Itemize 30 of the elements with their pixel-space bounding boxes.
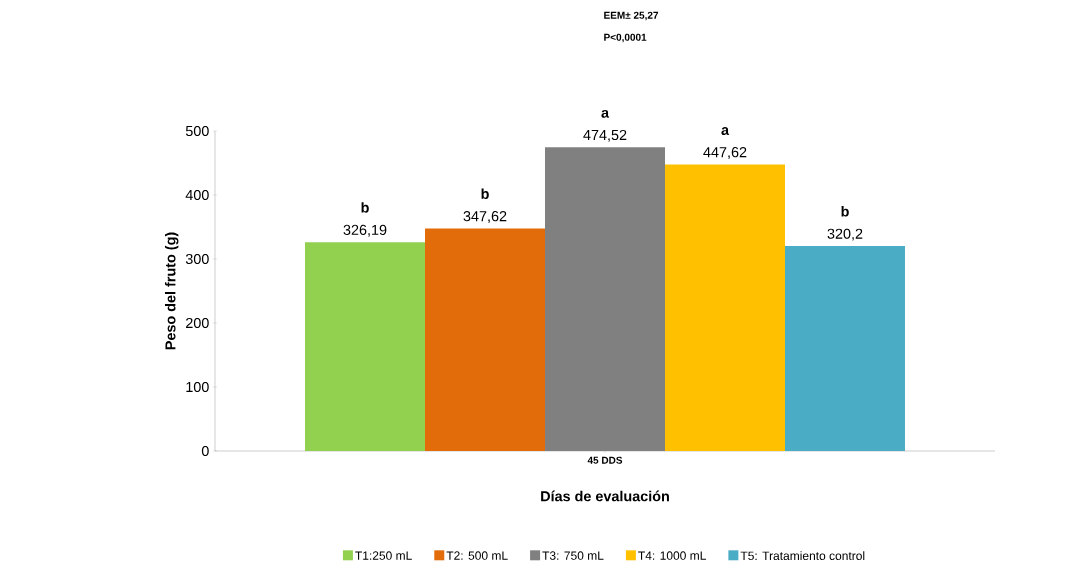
text: EEM± 25,27 xyxy=(604,11,659,21)
annotation: b xyxy=(841,205,849,217)
data-label: 474,52 xyxy=(583,129,627,142)
data-label: 320,2 xyxy=(827,228,863,241)
legend-label: T3: 750 mL xyxy=(542,551,604,560)
annotation: b xyxy=(361,202,369,213)
legend-label: T4: 1000 mL xyxy=(638,551,706,560)
bar xyxy=(305,242,426,451)
text: P<0,0001 xyxy=(604,33,647,43)
y-tick-label: 100 xyxy=(186,381,209,393)
data-label: 347,62 xyxy=(463,211,507,223)
y-tick-label: 500 xyxy=(185,125,209,137)
y-tick-label: 200 xyxy=(186,317,209,329)
y-tick-label: 0 xyxy=(201,445,209,457)
y-tick-label: 400 xyxy=(185,189,209,201)
annotation: b xyxy=(481,188,489,199)
x-axis-title: Días de evaluación xyxy=(541,490,669,502)
bar xyxy=(425,228,545,451)
bar xyxy=(785,246,906,451)
text: a xyxy=(601,109,610,118)
legend-label: T5: Tratamiento control xyxy=(740,551,865,561)
x-tick-label: 45 DDS xyxy=(587,456,623,464)
y-tick-label: 300 xyxy=(185,253,209,265)
data-label: 326,19 xyxy=(343,224,387,237)
bar xyxy=(665,164,786,451)
data-label: 447,62 xyxy=(703,147,747,159)
y-axis-title: Peso del fruto (g) xyxy=(164,232,179,350)
legend-label: T1:250 mL xyxy=(355,551,412,560)
legend-label: T2: 500 mL xyxy=(446,551,508,560)
annotation: a xyxy=(721,127,730,135)
